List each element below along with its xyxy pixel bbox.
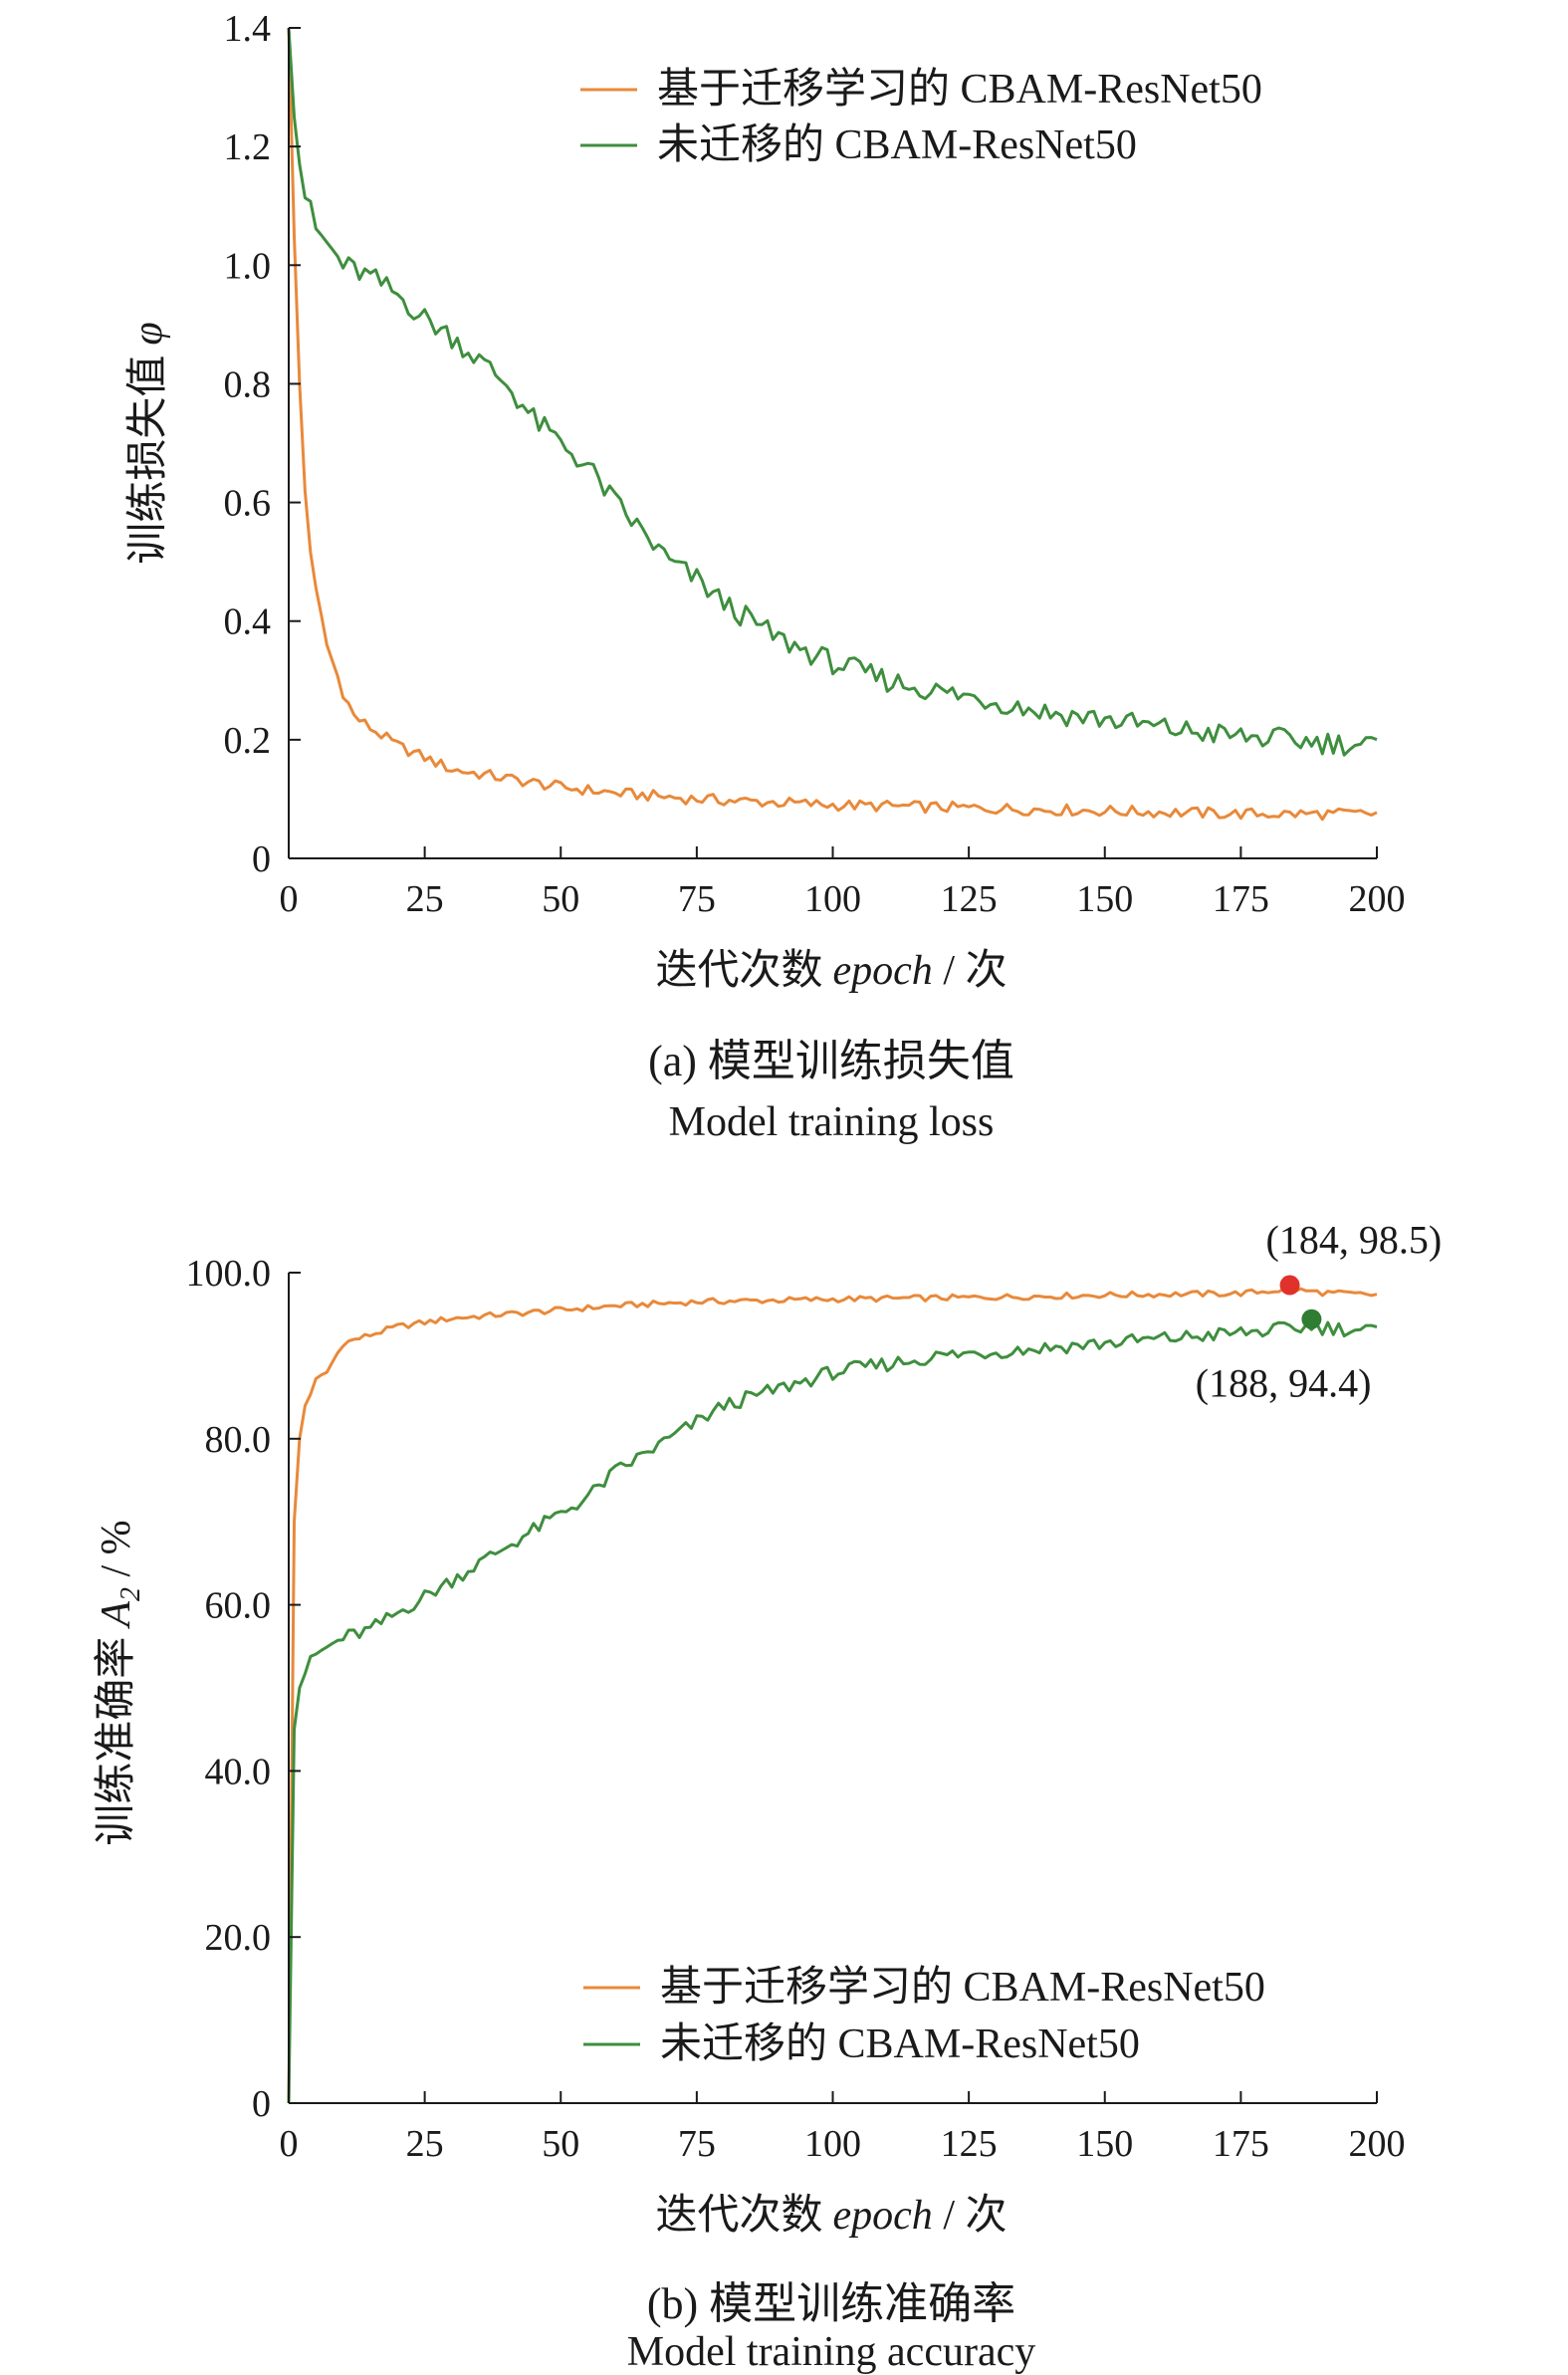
loss-x-tick-label: 0 [280,878,299,920]
loss-x-tick-label: 150 [1076,878,1133,920]
accuracy-annotation-point-0 [1279,1275,1300,1296]
accuracy-x-tick-label: 75 [678,2123,716,2165]
loss-legend-label-scratch: 未迁移的 CBAM-ResNet50 [657,122,1137,168]
loss-x-tick-label: 125 [941,878,998,920]
accuracy-y-axis-var: A [94,1601,139,1630]
loss-y-axis-var: φ [125,322,171,345]
loss-x-tick-label: 175 [1213,878,1269,920]
accuracy-x-tick-label: 175 [1213,2123,1269,2165]
loss-y-axis-title: 训练损失值 φ [124,322,171,564]
chart-loss: 0 25 50 75 100 125 150 175 200 0 0.2 0.4 0.6 0.8 1.0 1.… [124,8,1406,1145]
loss-caption-cn: (a) 模型训练损失值 [648,1037,1014,1085]
accuracy-y-axis-title: 训练准确率 A2 / % [93,1520,146,1845]
accuracy-y-tick-label: 80.0 [205,1419,272,1461]
accuracy-x-tick-label: 150 [1076,2123,1133,2165]
accuracy-legend: 基于迁移学习的 CBAM-ResNet50 未迁移的 CBAM-ResNet50 [583,1964,1265,2067]
accuracy-x-tick-label: 125 [941,2123,998,2165]
accuracy-legend-label-transfer: 基于迁移学习的 CBAM-ResNet50 [660,1964,1265,2011]
accuracy-y-tick-label: 100.0 [186,1253,272,1295]
accuracy-x-axis-var: epoch [833,2193,933,2239]
accuracy-legend-label-scratch: 未迁移的 CBAM-ResNet50 [660,2021,1140,2067]
loss-caption-en: Model training loss [669,1099,995,1145]
accuracy-series-line-1 [287,1320,1378,2104]
loss-ticks: 0 25 50 75 100 125 150 175 200 0 0.2 0.4 0.6 0.8 1.0 1.… [224,8,1406,920]
accuracy-y-tick-label: 60.0 [205,1585,272,1627]
loss-x-tick-label: 25 [406,878,444,920]
loss-x-tick-label: 50 [542,878,579,920]
loss-x-tick-label: 75 [678,878,716,920]
loss-y-tick-label: 1.0 [224,245,272,287]
loss-legend: 基于迁移学习的 CBAM-ResNet50 未迁移的 CBAM-ResNet50 [580,66,1262,168]
loss-y-tick-label: 1.4 [224,8,272,50]
loss-y-tick-label: 0.2 [224,720,272,762]
accuracy-annotation-point-1 [1301,1308,1322,1329]
accuracy-x-tick-label: 25 [406,2123,444,2165]
loss-x-tick-label: 100 [804,878,861,920]
accuracy-y-axis-label-cn: 训练准确率 [93,1637,139,1846]
accuracy-caption-en: Model training accuracy [627,2329,1035,2375]
loss-y-tick-label: 1.2 [224,126,272,168]
accuracy-x-tick-label: 200 [1349,2123,1406,2165]
loss-y-tick-label: 0 [252,838,271,880]
loss-series-line-1 [287,27,1378,757]
accuracy-annotations: (184, 98.5) (188, 94.4) [1196,1218,1442,1406]
accuracy-x-axis-label-cn: 迭代次数 [656,2193,823,2239]
accuracy-x-tick-label: 100 [804,2123,861,2165]
loss-x-axis-var: epoch [833,948,933,994]
accuracy-annotation-label-0: (184, 98.5) [1266,1218,1443,1263]
accuracy-x-tick-label: 50 [542,2123,579,2165]
accuracy-x-axis-unit: / 次 [933,2193,1008,2239]
accuracy-caption-cn: (b) 模型训练准确率 [647,2279,1015,2328]
loss-x-tick-label: 200 [1349,878,1406,920]
accuracy-x-axis-title: 迭代次数 epoch / 次 [656,2193,1008,2239]
accuracy-ticks: 0 25 50 75 100 125 150 175 200 0 20.0 40.0 60.0 80.0 1… [186,1253,1406,2165]
accuracy-y-tick-label: 20.0 [205,1917,272,1959]
accuracy-x-tick-label: 0 [280,2123,299,2165]
chart-accuracy: 0 25 50 75 100 125 150 175 200 0 20.0 40.0 60.0 80.0 1… [93,1218,1442,2375]
accuracy-y-axis-unit: / % [94,1520,139,1587]
loss-y-tick-label: 0.6 [224,483,272,525]
accuracy-series-group [287,1287,1378,2104]
loss-x-axis-unit: / 次 [933,948,1008,994]
loss-y-axis-label-cn: 训练损失值 [124,356,171,565]
accuracy-y-tick-label: 40.0 [205,1751,272,1792]
loss-series-group [287,27,1378,822]
loss-series-line-0 [287,27,1378,822]
loss-x-axis-label-cn: 迭代次数 [656,948,823,994]
accuracy-y-axis-sub: 2 [115,1587,146,1601]
loss-y-tick-label: 0.8 [224,363,272,405]
loss-x-axis-title: 迭代次数 epoch / 次 [656,948,1008,994]
accuracy-y-tick-label: 0 [252,2083,271,2125]
loss-legend-label-transfer: 基于迁移学习的 CBAM-ResNet50 [657,66,1262,113]
accuracy-annotation-label-1: (188, 94.4) [1196,1361,1372,1406]
loss-y-tick-label: 0.4 [224,601,272,643]
accuracy-series-line-0 [287,1287,1378,2104]
